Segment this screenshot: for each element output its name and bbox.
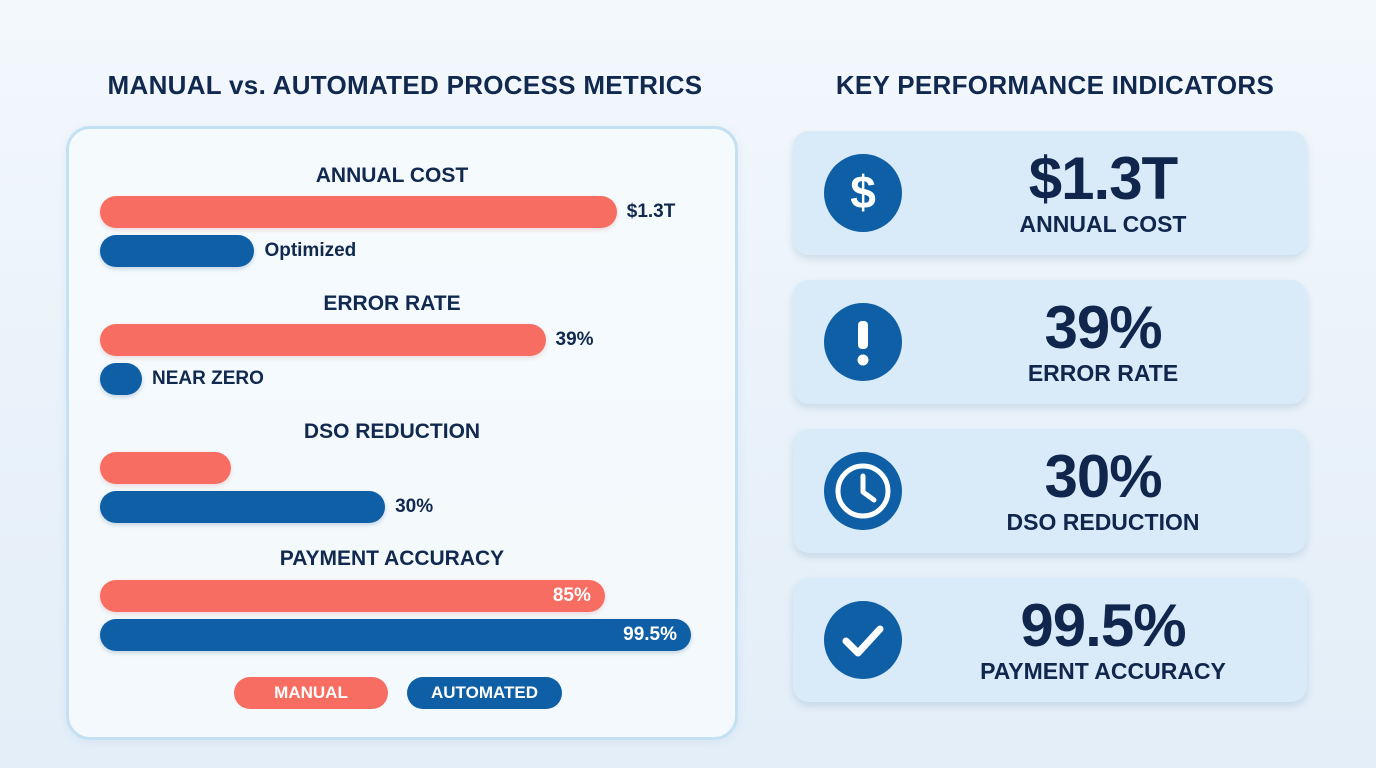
category-label: ERROR RATE <box>323 292 461 315</box>
svg-text:$: $ <box>850 166 876 218</box>
kpi-value: 39% <box>1044 294 1162 361</box>
kpi-section-title: KEY PERFORMANCE INDICATORS <box>835 70 1275 100</box>
bar-automated <box>100 619 692 651</box>
kpi-label: ANNUAL COST <box>1019 211 1187 237</box>
data-label: 30% <box>395 496 434 517</box>
kpi-card-error-rate: 39% ERROR RATE <box>793 280 1307 404</box>
checkmark-icon <box>824 601 902 679</box>
chart-title: MANUAL vs. AUTOMATED PROCESS METRICS <box>107 70 703 100</box>
data-label: 85% <box>552 585 591 606</box>
category-label: PAYMENT ACCURACY <box>279 547 505 570</box>
kpi-value: 99.5% <box>1020 592 1186 659</box>
data-label: 39% <box>555 329 594 350</box>
bar-manual <box>100 580 605 612</box>
kpi-value: 30% <box>1044 443 1162 510</box>
category-label: DSO REDUCTION <box>303 420 481 443</box>
bar-automated <box>100 235 255 267</box>
bar-manual <box>100 196 617 228</box>
bar-automated <box>100 363 142 395</box>
data-label: Optimized <box>264 240 357 261</box>
kpi-value: $1.3T <box>1028 145 1178 212</box>
legend-automated: AUTOMATED <box>407 677 562 709</box>
exclamation-icon <box>824 303 902 381</box>
data-label: NEAR ZERO <box>152 368 264 389</box>
clock-icon <box>824 452 902 530</box>
data-label: $1.3T <box>626 201 676 222</box>
bar-manual <box>100 452 231 484</box>
kpi-label: PAYMENT ACCURACY <box>980 658 1226 684</box>
kpi-card-annual-cost: $ $1.3T ANNUAL COST <box>793 131 1307 255</box>
kpi-card-payment-accuracy: 99.5% PAYMENT ACCURACY <box>793 578 1307 702</box>
kpi-label: ERROR RATE <box>1027 360 1179 386</box>
data-label: 99.5% <box>623 624 678 645</box>
bar-manual <box>100 324 546 356</box>
legend-manual: MANUAL <box>234 677 388 709</box>
bar-automated <box>100 491 386 523</box>
kpi-card-dso-reduction: 30% DSO REDUCTION <box>793 429 1307 553</box>
kpi-label: DSO REDUCTION <box>1006 509 1200 535</box>
dollar-icon: $ <box>824 154 902 232</box>
category-label: ANNUAL COST <box>315 164 469 187</box>
